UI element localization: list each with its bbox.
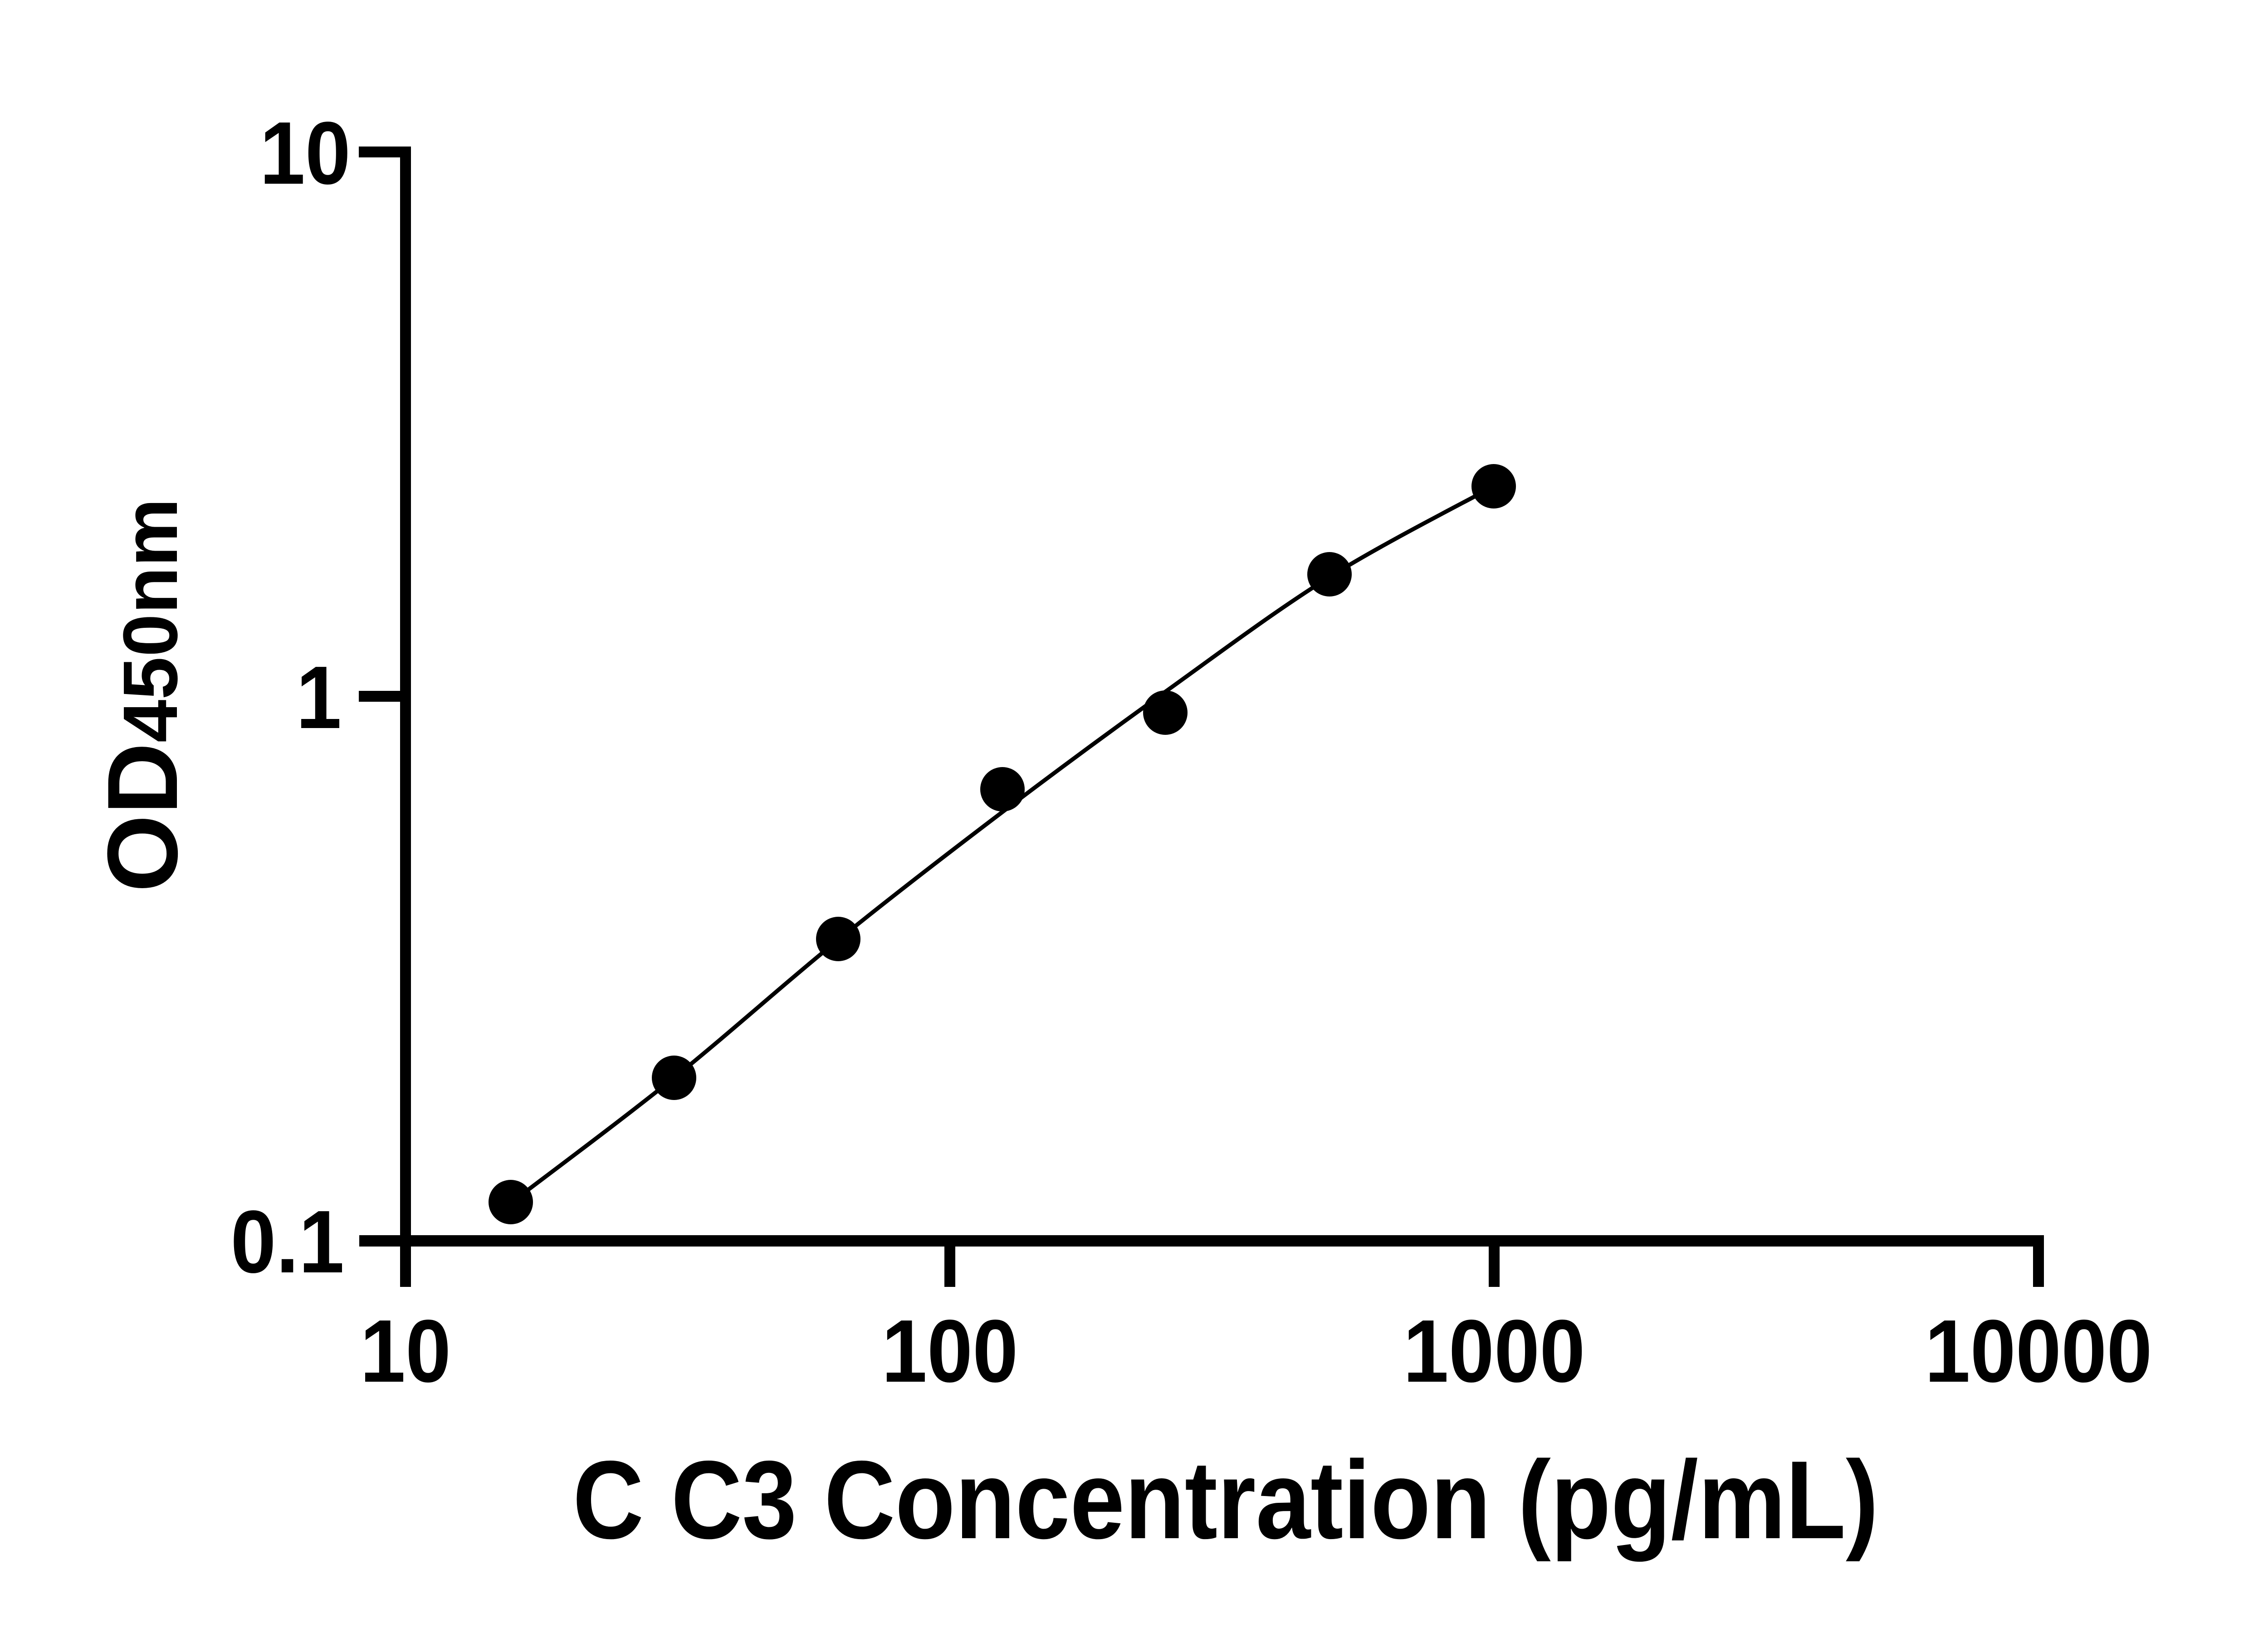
svg-text:10: 10 [259, 103, 351, 203]
svg-text:10000: 10000 [1925, 1301, 2152, 1401]
svg-text:0.1: 0.1 [230, 1192, 344, 1291]
svg-text:1: 1 [296, 648, 342, 747]
svg-text:10: 10 [360, 1301, 451, 1401]
svg-text:100: 100 [882, 1301, 1018, 1401]
svg-text:1000: 1000 [1403, 1301, 1585, 1401]
svg-text:C C3 Concentration (pg/mL): C C3 Concentration (pg/mL) [573, 1438, 1879, 1562]
